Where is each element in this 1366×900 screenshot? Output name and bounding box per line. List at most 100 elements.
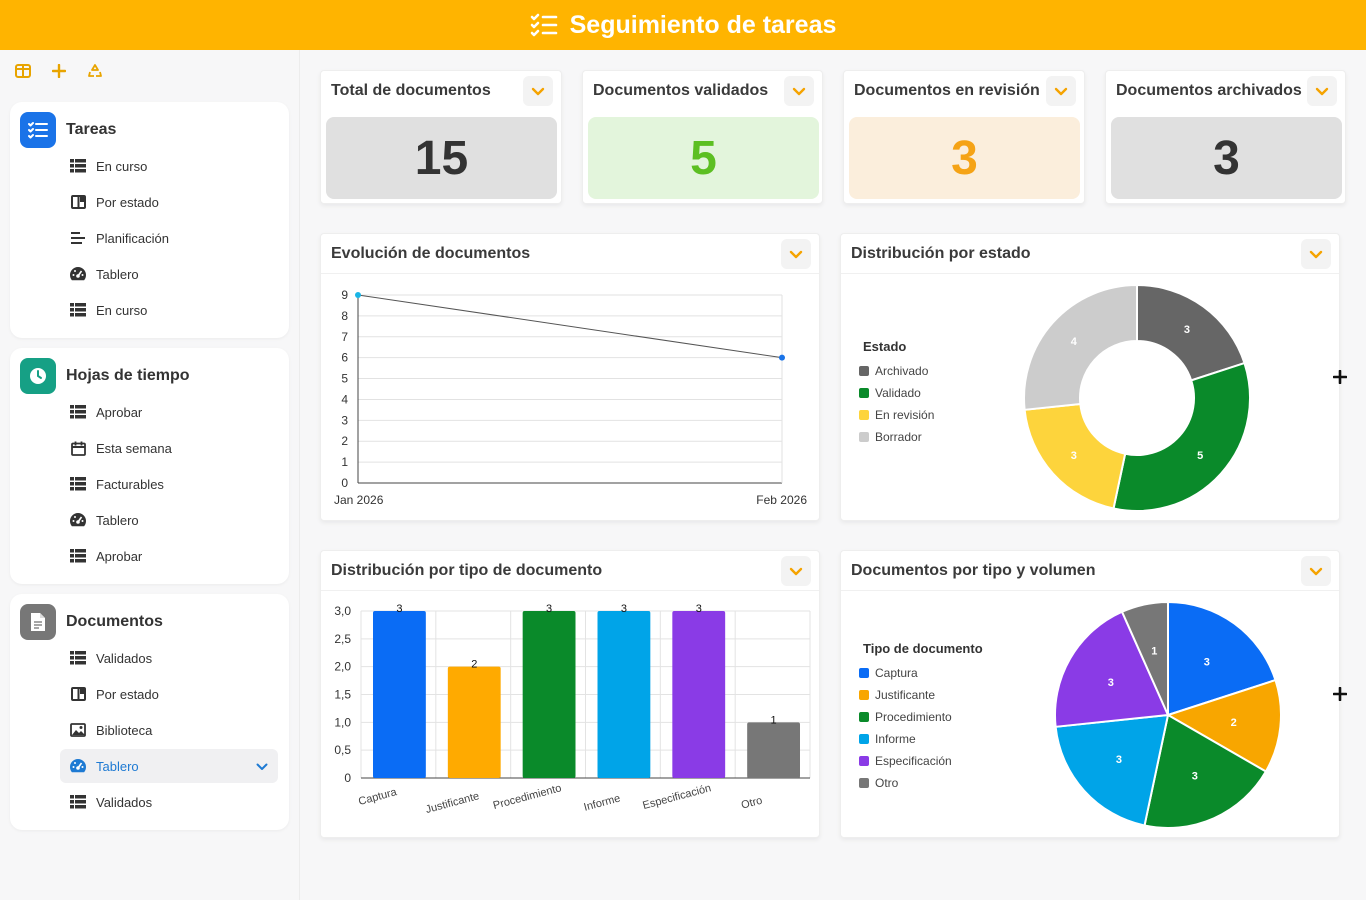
legend-item[interactable]: Validado [859,386,921,400]
checklist-icon [28,122,48,139]
clock-icon [30,368,46,384]
legend-label: Otro [875,776,899,790]
pie-slice [1120,600,1169,716]
slice-label: 3 [1108,677,1114,689]
chevron-down-icon [1054,87,1068,95]
kpi-value: 3 [1111,117,1342,199]
card-title: Distribución por tipo de documento [331,562,603,579]
chevron-down-icon [789,250,803,258]
sidebar-item[interactable]: Facturables [60,467,278,501]
sidebar-item[interactable]: Planificación [60,221,278,255]
sidebar-item[interactable]: En curso [60,293,278,327]
sidebar-item[interactable]: En curso [60,149,278,183]
group-header[interactable]: Documentos [20,604,163,640]
plus-icon [1333,687,1347,701]
kpi-title: Total de documentos [331,82,491,99]
group-title: Hojas de tiempo [66,367,190,384]
x-tick-label: Feb 2026 [756,493,807,507]
sidebar-item[interactable]: Aprobar [60,395,278,429]
gantt-icon [69,230,87,246]
image-icon [69,722,87,738]
legend-item[interactable]: Procedimiento [859,710,952,724]
sidebar-item[interactable]: Por estado [60,677,278,711]
card-menu-button[interactable] [1301,239,1331,269]
legend-swatch [859,778,869,788]
legend-item[interactable]: Archivado [859,364,928,378]
group-header[interactable]: Tareas [20,112,116,148]
kpi-value: 15 [326,117,557,199]
sidebar-item-label: Biblioteca [96,722,153,738]
x-tick-label: Procedimiento [492,782,563,812]
legend-swatch [859,734,869,744]
bar [447,666,501,778]
chevron-down-icon [1309,567,1323,575]
kanban-icon [69,194,87,210]
expand-button[interactable] [1328,365,1352,389]
slice-label: 1 [1151,645,1157,657]
kpi-title: Documentos archivados [1116,82,1302,99]
legend-item[interactable]: Informe [859,732,916,746]
refresh-button[interactable] [80,60,110,82]
sidebar-item[interactable]: Validados [60,641,278,675]
kpi-menu-button[interactable] [784,76,814,106]
chevron-down-icon[interactable] [256,759,268,774]
table-icon [69,794,87,810]
sidebar-item[interactable]: Tablero [60,257,278,291]
chevron-down-icon [1315,87,1329,95]
slice-label: 2 [1231,717,1237,729]
legend-item[interactable]: Borrador [859,430,922,444]
bar-value-label: 2 [471,659,477,671]
pie-slice [1167,600,1277,717]
group-icon-box [20,112,56,148]
legend-item[interactable]: Justificante [859,688,935,702]
legend-label: Justificante [875,688,936,702]
group-title: Tareas [66,121,117,138]
y-tick-label: 1,5 [334,688,351,702]
plus-icon [52,64,66,78]
y-tick-label: 3,0 [334,604,351,618]
sidebar-item[interactable]: Aprobar [60,539,278,573]
toggle-panel-button[interactable] [8,60,38,82]
bar-value-label: 3 [546,603,552,615]
legend-item[interactable]: Captura [859,666,918,680]
panel-icon [15,64,31,78]
kpi-menu-button[interactable] [523,76,553,106]
card-menu-button[interactable] [781,556,811,586]
donut-chart: 3 5 3 4 [1023,283,1251,512]
y-tick-label: 5 [341,372,348,386]
sidebar-item[interactable]: Esta semana [60,431,278,465]
kpi-menu-button[interactable] [1307,76,1337,106]
y-tick-label: 1 [341,455,348,469]
legend-item[interactable]: Otro [859,776,898,790]
sidebar-item[interactable]: Tablero [60,749,278,783]
y-tick-label: 9 [341,288,348,302]
sidebar-item[interactable]: Tablero [60,503,278,537]
sidebar-item[interactable]: Por estado [60,185,278,219]
line-series [357,294,783,359]
legend-label: Especificación [875,754,952,768]
bar [672,611,726,778]
group-header[interactable]: Hojas de tiempo [20,358,190,394]
sidebar-item[interactable]: Validados [60,785,278,819]
sidebar-group-tareas: Tareas En curso Por estado Planificación… [10,102,289,338]
legend-item[interactable]: Especificación [859,754,952,768]
kpi-card-total: Total de documentos 15 [320,70,562,204]
legend-label: Informe [875,732,916,746]
y-tick-label: 0,5 [334,743,351,757]
pie-slice [1112,361,1251,512]
x-tick-label: Jan 2026 [334,493,384,507]
legend-label: Borrador [875,430,922,444]
kpi-title: Documentos en revisión [854,82,1040,99]
add-button[interactable] [44,60,74,82]
sidebar-item[interactable]: Biblioteca [60,713,278,747]
calendar-icon [69,440,87,456]
bar-value-label: 3 [396,603,402,615]
x-tick-label: Informe [583,792,622,813]
bar-value-label: 3 [696,603,702,615]
kpi-menu-button[interactable] [1046,76,1076,106]
legend-label: Procedimiento [875,710,952,724]
card-menu-button[interactable] [1301,556,1331,586]
expand-button[interactable] [1328,682,1352,706]
card-menu-button[interactable] [781,239,811,269]
legend-item[interactable]: En revisión [859,408,934,422]
